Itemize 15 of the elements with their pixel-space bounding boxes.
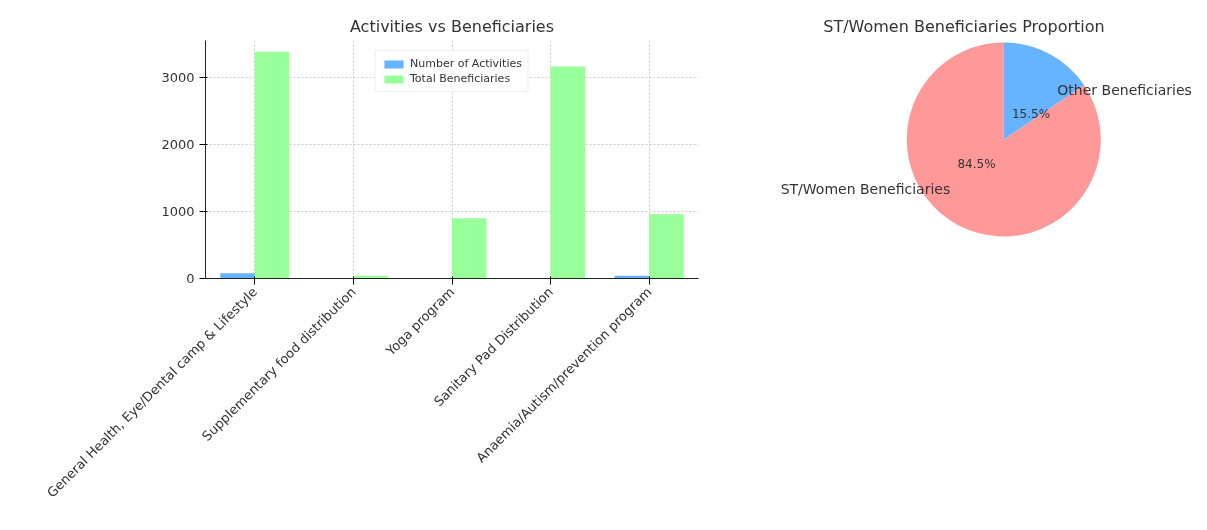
bar	[649, 214, 684, 279]
y-tick-label: 1000	[161, 204, 195, 220]
bar	[452, 218, 487, 279]
bar	[254, 51, 290, 279]
y-tick-label: 3000	[161, 70, 195, 86]
y-tick-label: 0	[186, 271, 195, 286]
slice-label: ST/Women Beneficiaries	[780, 180, 951, 197]
bar	[550, 66, 586, 279]
legend-label: Total Beneficiaries	[410, 72, 511, 85]
y-tick-label: 2000	[161, 137, 195, 153]
bar	[220, 273, 255, 279]
data-label: 84.5%	[957, 157, 996, 172]
chart-title: Activities vs Beneficiaries	[349, 16, 555, 36]
legend-label: Number of Activities	[410, 57, 522, 70]
chart-title: ST/Women Beneficiaries Proportion	[823, 16, 1105, 36]
